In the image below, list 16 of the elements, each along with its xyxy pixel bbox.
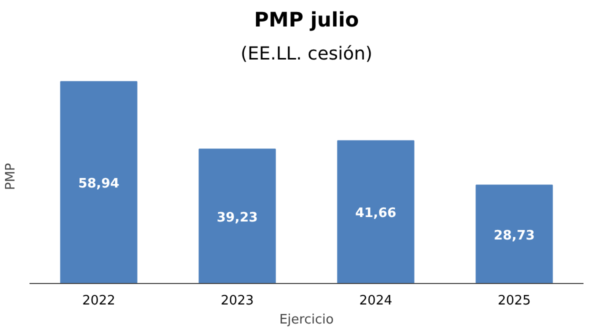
x-tick-label: 2022 (82, 294, 116, 308)
bar (476, 184, 553, 284)
chart-title: PMP julio (254, 8, 359, 32)
data-label: 58,94 (78, 176, 120, 192)
x-tick-label: 2023 (220, 294, 254, 308)
y-axis-title: PMP (4, 162, 18, 190)
chart-subtitle: (EE.LL. cesión) (240, 44, 372, 64)
bar (198, 148, 276, 284)
x-tick-label: 2025 (498, 294, 531, 308)
data-label: 28,73 (494, 228, 535, 244)
bar (60, 81, 138, 284)
data-label: 41,66 (355, 206, 396, 222)
x-axis-title: Ejercicio (279, 312, 334, 328)
data-label: 39,23 (216, 210, 258, 226)
bar (337, 140, 414, 284)
x-tick-label: 2024 (359, 294, 392, 308)
